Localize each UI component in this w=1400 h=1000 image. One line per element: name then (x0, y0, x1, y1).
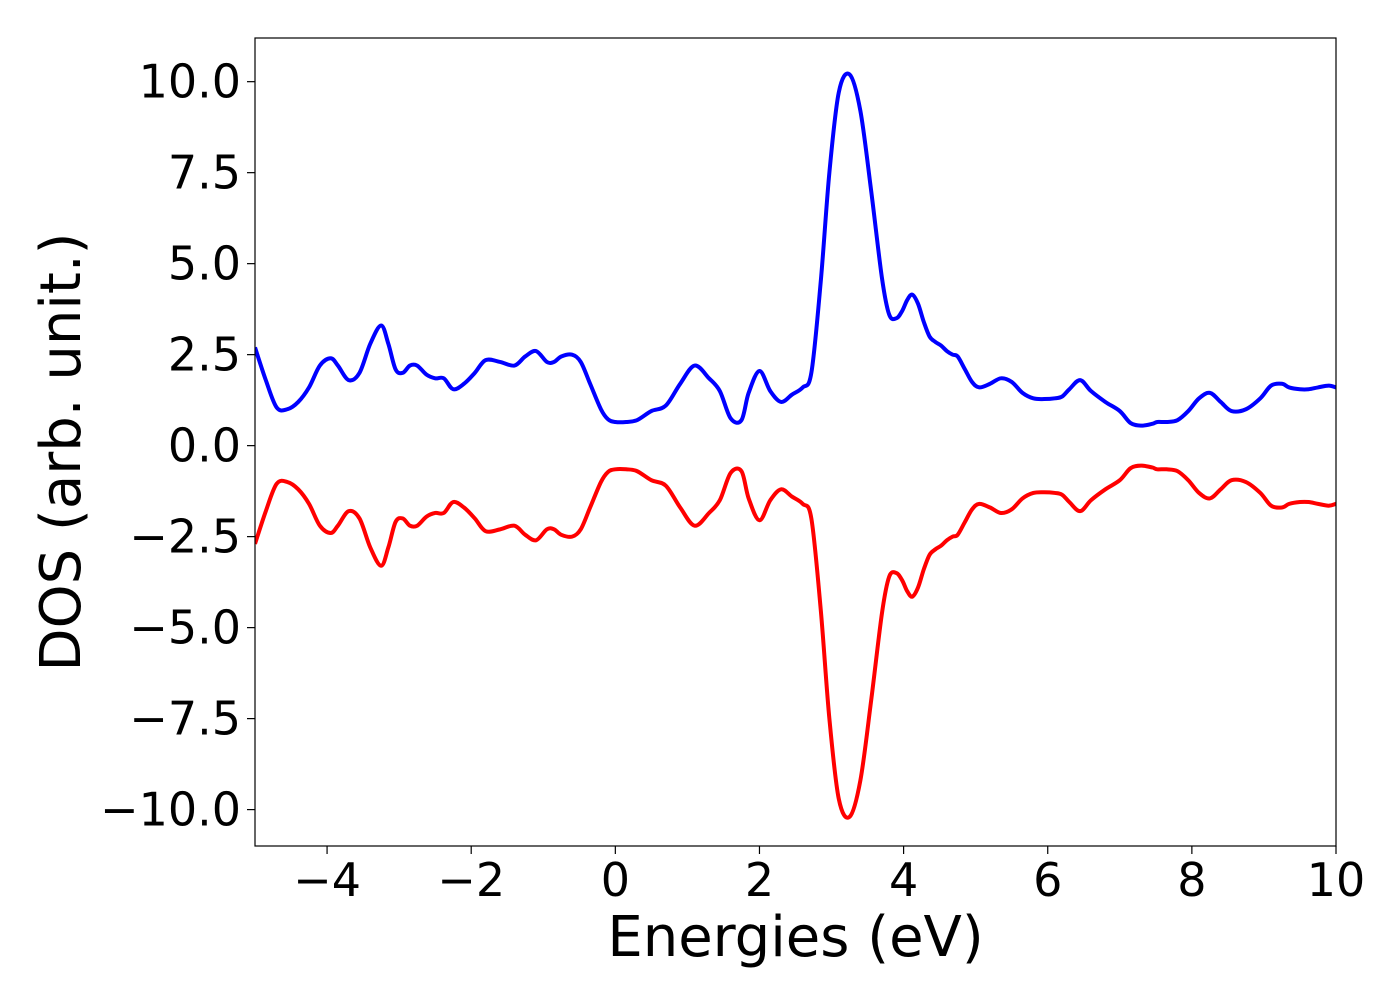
x-tick-label: 10 (1307, 853, 1366, 907)
y-tick-label: −7.5 (129, 692, 241, 746)
y-axis-ticks: 10.0 7.5 5.0 2.5 0.0 −2.5 −5.0 −7.5 −10.0 (100, 55, 255, 837)
y-tick-label: 2.5 (168, 328, 241, 382)
y-tick-label: −10.0 (100, 783, 241, 837)
y-tick-label: 7.5 (168, 146, 241, 200)
x-tick-label: −2 (437, 853, 505, 907)
x-tick-label: −4 (293, 853, 361, 907)
y-tick-label: 5.0 (168, 237, 241, 291)
series-line-red (255, 463, 1336, 820)
x-tick-label: 6 (1033, 853, 1062, 907)
x-axis-ticks: −4 −2 0 2 4 6 8 10 (293, 846, 1365, 907)
plot-frame (254, 37, 1337, 847)
x-tick-label: 2 (745, 853, 774, 907)
x-tick-label: 0 (601, 853, 630, 907)
series-line-blue (255, 71, 1336, 428)
x-tick-label: 4 (889, 853, 918, 907)
y-tick-label: 10.0 (139, 55, 241, 109)
series-layer (255, 71, 1336, 820)
y-tick-label: −2.5 (129, 510, 241, 564)
x-axis-label: Energies (eV) (607, 905, 983, 970)
y-tick-label: 0.0 (168, 419, 241, 473)
y-tick-label: −5.0 (129, 601, 241, 655)
x-tick-label: 8 (1177, 853, 1206, 907)
y-axis-label: DOS (arb. unit.) (29, 232, 94, 671)
